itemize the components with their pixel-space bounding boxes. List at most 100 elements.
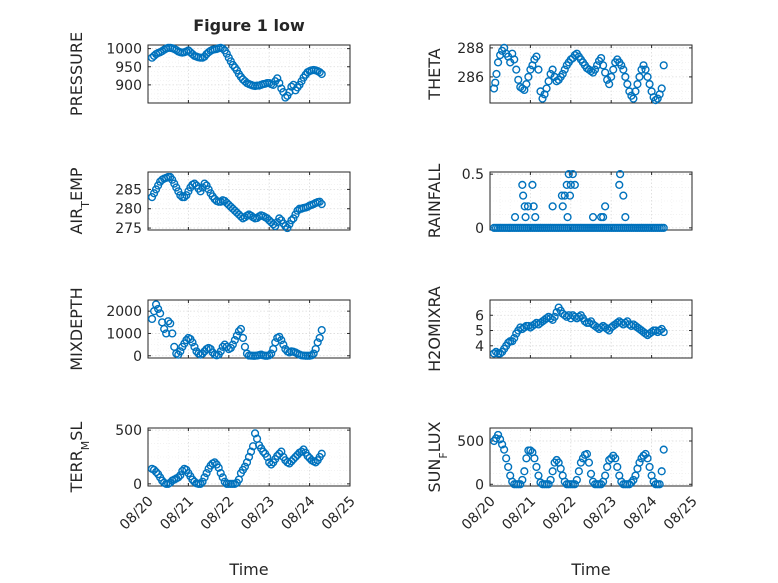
data-point [519, 191, 528, 200]
data-point [151, 185, 161, 194]
data-point [564, 170, 573, 179]
data-point [625, 87, 634, 96]
data-point [510, 213, 520, 222]
axes-box [147, 427, 351, 487]
data-point [560, 191, 569, 200]
y-axis-label: H2OMIXRA [425, 286, 444, 372]
data-point [283, 223, 292, 233]
data-point [532, 462, 541, 472]
data-point [269, 220, 278, 229]
data-point [523, 202, 533, 211]
data-point [317, 69, 326, 79]
data-point [623, 80, 632, 89]
data-point [259, 447, 268, 456]
data-point [592, 61, 602, 70]
y-axis-label: MIXDEPTH [67, 287, 86, 370]
data-point [244, 452, 254, 462]
data-point [289, 214, 298, 223]
data-point [218, 473, 227, 482]
data-point [538, 94, 547, 103]
data-point [619, 65, 628, 74]
data-point [267, 349, 276, 358]
x-tick-label: 08/24 [621, 493, 661, 533]
data-point [557, 191, 567, 200]
y-tick-label: 0 [475, 221, 484, 237]
data-point [154, 304, 163, 314]
data-point [297, 447, 306, 456]
data-point [574, 312, 583, 321]
data-point [590, 65, 600, 74]
data-point [504, 338, 513, 347]
data-point [617, 61, 626, 70]
data-point [172, 183, 181, 192]
data-point [601, 471, 610, 480]
data-point [659, 61, 668, 70]
data-point [520, 467, 529, 476]
data-point [619, 191, 628, 200]
data-point [291, 210, 300, 219]
y-tick-label: 500 [115, 423, 142, 439]
data-point [518, 475, 527, 485]
data-point [236, 324, 246, 334]
data-point [196, 187, 205, 196]
data-point [526, 446, 535, 455]
data-point [176, 347, 185, 356]
data-point [641, 65, 650, 74]
data-point [156, 309, 165, 318]
data-point [317, 199, 326, 209]
x-tick-label: 08/25 [661, 493, 701, 533]
data-point [168, 175, 177, 184]
data-point [317, 326, 326, 335]
data-point [607, 72, 616, 82]
data-point [307, 351, 316, 360]
data-point [267, 460, 276, 469]
subplot-4: 0 0.5 RAINFALL [425, 164, 693, 238]
data-point [170, 179, 179, 188]
data-point [653, 94, 662, 103]
data-point [182, 191, 191, 200]
data-point [568, 170, 577, 179]
y-tick-label: 950 [115, 60, 142, 76]
data-point [234, 327, 244, 336]
data-point [315, 197, 324, 206]
data-point [586, 469, 596, 478]
y-tick-label: 500 [457, 434, 484, 450]
subplot-5: 0 1000 2000 MIXDEPTH [67, 287, 351, 371]
data-point [601, 68, 610, 77]
data-point [529, 202, 538, 211]
data-point [510, 55, 519, 64]
y-tick-label: 285 [115, 182, 142, 198]
data-point [184, 187, 193, 196]
data-point [504, 462, 513, 472]
data-point [609, 65, 618, 74]
data-point [522, 454, 531, 463]
data-point [562, 180, 571, 189]
data-point [510, 334, 519, 343]
data-point [546, 475, 555, 485]
data-point [633, 80, 642, 89]
data-point [287, 216, 296, 225]
y-tick-label: 5 [475, 324, 484, 340]
y-axis-label: TERRMSL [67, 422, 92, 494]
x-axis-label: Time [228, 560, 268, 579]
x-tick-label: 08/21 [157, 493, 197, 533]
data-point [566, 180, 575, 189]
data-point [570, 480, 579, 489]
data-point [651, 95, 660, 105]
data-point [500, 445, 509, 454]
data-point [309, 349, 318, 358]
data-point [216, 469, 225, 478]
data-point [158, 47, 167, 56]
data-point [275, 214, 284, 223]
data-point [216, 347, 225, 356]
data-point [548, 467, 557, 476]
data-point [493, 58, 503, 67]
data-point [246, 447, 256, 456]
y-tick-label: 4 [475, 339, 484, 355]
data-point [303, 451, 312, 461]
data-point [599, 213, 608, 222]
data-point [563, 213, 572, 222]
data-point [493, 430, 503, 440]
data-point [313, 338, 322, 347]
data-point [532, 52, 541, 61]
